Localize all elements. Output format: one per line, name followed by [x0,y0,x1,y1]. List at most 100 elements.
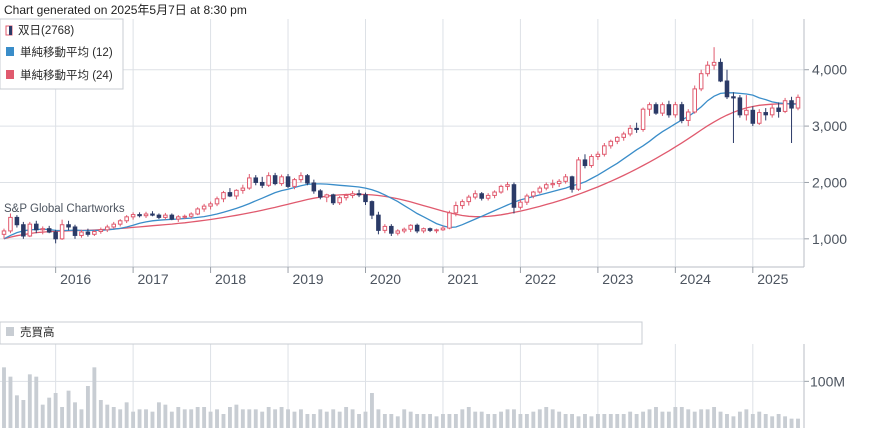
x-tick-label: 2022 [525,271,556,287]
candle [163,212,168,220]
candle-body [389,225,394,234]
volume-bar [531,411,536,428]
candle-body [182,215,188,218]
candle-body [53,231,58,240]
candle-body [214,198,220,205]
volume-bar [331,409,336,428]
volume-bar [486,414,491,428]
candle [350,190,355,199]
candle-body [524,195,530,203]
candle [524,193,530,205]
candle [169,213,175,221]
candle [40,226,46,235]
volume-bar [750,414,755,428]
volume-bar [357,414,361,428]
volume-series [2,367,800,428]
candle-body [698,73,704,90]
volume-bar [725,414,729,428]
candle [92,229,97,236]
volume-bar [544,407,549,428]
candle [724,69,730,100]
volume-bar [660,411,665,428]
volume-bar [221,414,226,428]
candle-body [647,104,652,110]
candle [259,176,265,189]
candle-body [363,194,368,203]
candle [318,189,323,200]
volume-bar [182,409,187,428]
candle [363,192,368,205]
candle-body [634,127,639,130]
candle-body [602,145,607,155]
candle [8,213,13,234]
volume-bar [47,397,52,428]
candle [634,122,639,133]
volume-bar [595,414,600,428]
candle [531,190,536,199]
volume-bar [279,407,284,428]
candle [492,190,497,199]
volume-bar [757,411,762,428]
candle-body [472,193,478,198]
volume-bar [176,407,181,428]
ma24-line [3,102,799,240]
candle-body [130,214,136,218]
candle [569,175,575,193]
volume-bar [705,409,710,428]
candle [447,210,452,230]
legend: 双日(2768) 単純移動平均 (12) 単純移動平均 (24) [0,18,124,90]
volume-bar [537,409,542,428]
candle [14,215,20,228]
ma24-swatch-icon [6,70,14,79]
candle-body [479,193,484,199]
candle-body [711,61,717,66]
candle [111,221,117,229]
candle [705,61,710,77]
candle-body [666,104,672,116]
volume-bar [370,393,374,428]
candle-body [247,177,252,189]
candle-body [227,192,233,197]
volume-bar [518,414,523,428]
candle [376,211,381,235]
candle-body [769,107,775,116]
legend-label-ma24: 単純移動平均 (24) [20,68,113,82]
volume-bar [460,409,465,428]
x-tick-label: 2025 [757,271,788,287]
candle-body [660,104,665,114]
candle [434,228,439,234]
volume-bar [156,402,161,428]
candle [737,95,743,118]
volume-bar [408,411,413,428]
candle-body [395,230,401,234]
candle [292,177,297,190]
volume-bar [692,411,697,428]
candle-body [705,64,710,75]
candle-body [343,194,349,199]
candle-body [79,231,84,236]
candle [647,102,652,116]
candle-body [466,196,472,203]
volume-bar [234,404,239,428]
volume-bar [453,414,458,428]
volume-bar [137,409,142,428]
legend-label-price: 双日(2768) [18,24,74,37]
candle-body [763,112,768,116]
candle-body [292,179,297,187]
candle-body [440,227,446,231]
candle [382,224,388,234]
candle-body [505,184,510,187]
candle [782,97,788,114]
volume-bar [144,409,148,428]
candle [472,190,478,200]
candle [182,214,188,220]
volume-bar [202,407,207,428]
candle [143,211,149,218]
volume-bar [311,414,316,428]
candle [556,179,562,187]
volume-bar [79,409,84,428]
volume-bar [557,411,562,428]
volume-bar [247,409,252,428]
volume-bar [66,390,71,428]
candle-body [414,224,420,232]
